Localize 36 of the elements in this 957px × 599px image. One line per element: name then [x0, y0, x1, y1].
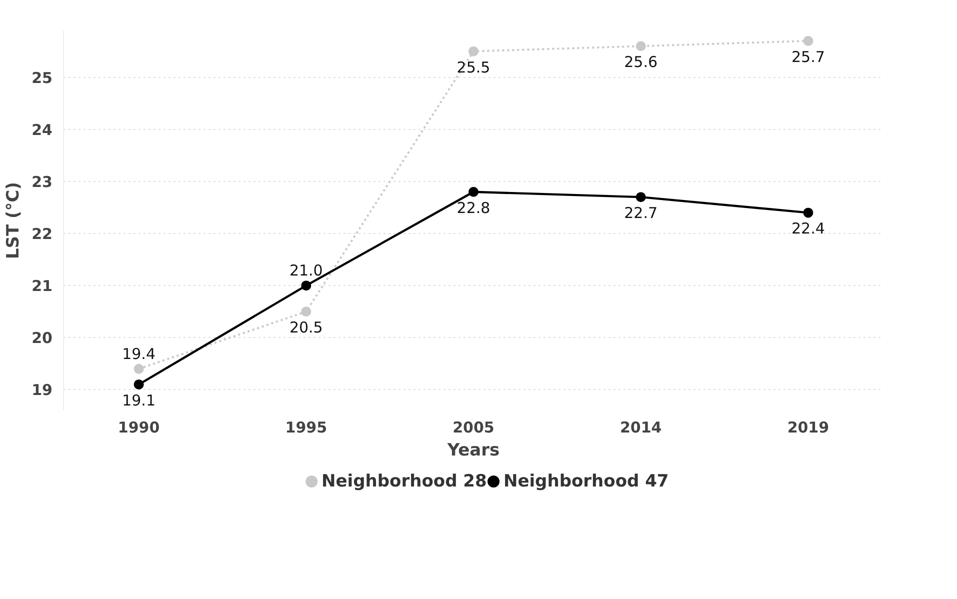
y-tick-label: 21	[32, 277, 52, 296]
legend-label: Neighborhood 28	[322, 472, 487, 492]
data-label: 21.0	[289, 262, 323, 280]
data-label: 25.7	[791, 48, 825, 66]
data-label: 19.4	[122, 344, 156, 363]
data-label: 25.5	[456, 58, 490, 76]
y-tick-label: 23	[32, 172, 52, 191]
y-tick-label: 20	[32, 329, 52, 348]
x-tick-label: 2014	[620, 418, 662, 436]
x-tick-label: 1995	[285, 418, 328, 436]
point	[301, 280, 312, 291]
y-tick-label: 19	[32, 381, 52, 400]
y-tick-label: 25	[32, 68, 52, 87]
point	[803, 36, 814, 46]
data-label: 22.7	[624, 204, 658, 222]
data-label: 20.5	[289, 318, 323, 337]
x-tick-label: 2019	[787, 418, 830, 436]
point	[468, 186, 478, 197]
y-tick-label: 24	[32, 120, 52, 139]
legend-label: Neighborhood 47	[503, 472, 669, 492]
point	[301, 306, 312, 317]
x-tick-label: 2005	[452, 418, 494, 436]
data-label: 22.4	[791, 220, 825, 238]
x-axis-title: Years	[446, 440, 500, 460]
data-label: 22.8	[456, 198, 490, 217]
data-label: 19.1	[122, 391, 156, 410]
point	[468, 46, 478, 56]
point	[134, 379, 144, 390]
data-label: 25.6	[624, 53, 658, 72]
x-tick-label: 1990	[118, 418, 160, 436]
y-tick-label: 22	[32, 225, 52, 244]
point	[134, 364, 144, 374]
point	[636, 192, 646, 202]
point	[803, 208, 814, 218]
y-axis-title: LST (°C)	[4, 182, 24, 260]
point	[636, 41, 646, 52]
